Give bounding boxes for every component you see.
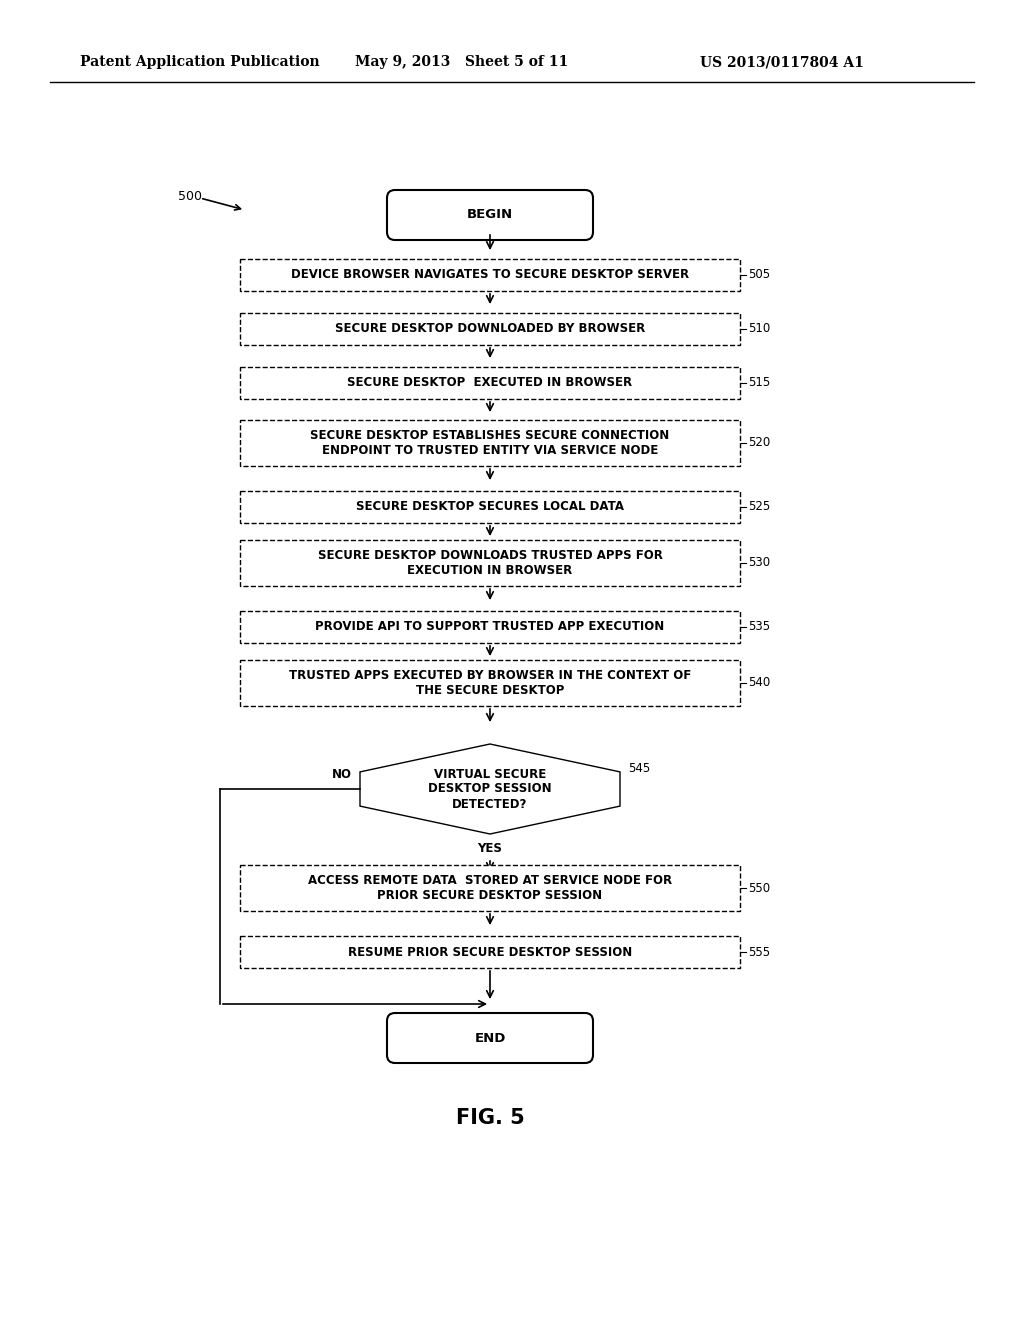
Bar: [240, 936, 740, 968]
Bar: [240, 540, 740, 586]
Text: 515: 515: [748, 376, 770, 389]
Bar: [240, 420, 740, 466]
Text: Patent Application Publication: Patent Application Publication: [80, 55, 319, 69]
Text: NO: NO: [332, 768, 352, 781]
Text: BEGIN: BEGIN: [467, 209, 513, 222]
Text: SECURE DESKTOP ESTABLISHES SECURE CONNECTION
ENDPOINT TO TRUSTED ENTITY VIA SERV: SECURE DESKTOP ESTABLISHES SECURE CONNEC…: [310, 429, 670, 457]
Text: ACCESS REMOTE DATA  STORED AT SERVICE NODE FOR
PRIOR SECURE DESKTOP SESSION: ACCESS REMOTE DATA STORED AT SERVICE NOD…: [308, 874, 672, 902]
Text: 525: 525: [748, 500, 770, 513]
Text: YES: YES: [477, 842, 503, 854]
Text: SECURE DESKTOP DOWNLOADS TRUSTED APPS FOR
EXECUTION IN BROWSER: SECURE DESKTOP DOWNLOADS TRUSTED APPS FO…: [317, 549, 663, 577]
Text: 505: 505: [748, 268, 770, 281]
Polygon shape: [360, 744, 620, 834]
Text: RESUME PRIOR SECURE DESKTOP SESSION: RESUME PRIOR SECURE DESKTOP SESSION: [348, 945, 632, 958]
Text: TRUSTED APPS EXECUTED BY BROWSER IN THE CONTEXT OF
THE SECURE DESKTOP: TRUSTED APPS EXECUTED BY BROWSER IN THE …: [289, 669, 691, 697]
Bar: [240, 611, 740, 643]
Text: 530: 530: [748, 557, 770, 569]
Bar: [240, 491, 740, 523]
Text: 510: 510: [748, 322, 770, 335]
Text: END: END: [474, 1031, 506, 1044]
Text: 520: 520: [748, 437, 770, 450]
Text: SECURE DESKTOP SECURES LOCAL DATA: SECURE DESKTOP SECURES LOCAL DATA: [356, 500, 624, 513]
Text: 500: 500: [178, 190, 202, 202]
Text: 550: 550: [748, 882, 770, 895]
Bar: [240, 259, 740, 290]
Text: May 9, 2013   Sheet 5 of 11: May 9, 2013 Sheet 5 of 11: [355, 55, 568, 69]
Bar: [240, 865, 740, 911]
Text: VIRTUAL SECURE
DESKTOP SESSION
DETECTED?: VIRTUAL SECURE DESKTOP SESSION DETECTED?: [428, 767, 552, 810]
Text: 535: 535: [748, 620, 770, 634]
Text: 545: 545: [628, 763, 650, 776]
Text: PROVIDE API TO SUPPORT TRUSTED APP EXECUTION: PROVIDE API TO SUPPORT TRUSTED APP EXECU…: [315, 620, 665, 634]
Text: FIG. 5: FIG. 5: [456, 1107, 524, 1129]
Bar: [240, 660, 740, 706]
FancyBboxPatch shape: [387, 1012, 593, 1063]
Text: SECURE DESKTOP  EXECUTED IN BROWSER: SECURE DESKTOP EXECUTED IN BROWSER: [347, 376, 633, 389]
Text: US 2013/0117804 A1: US 2013/0117804 A1: [700, 55, 864, 69]
Text: SECURE DESKTOP DOWNLOADED BY BROWSER: SECURE DESKTOP DOWNLOADED BY BROWSER: [335, 322, 645, 335]
Text: DEVICE BROWSER NAVIGATES TO SECURE DESKTOP SERVER: DEVICE BROWSER NAVIGATES TO SECURE DESKT…: [291, 268, 689, 281]
Text: 540: 540: [748, 676, 770, 689]
FancyBboxPatch shape: [387, 190, 593, 240]
Text: 555: 555: [748, 945, 770, 958]
Bar: [240, 367, 740, 399]
Bar: [240, 313, 740, 345]
